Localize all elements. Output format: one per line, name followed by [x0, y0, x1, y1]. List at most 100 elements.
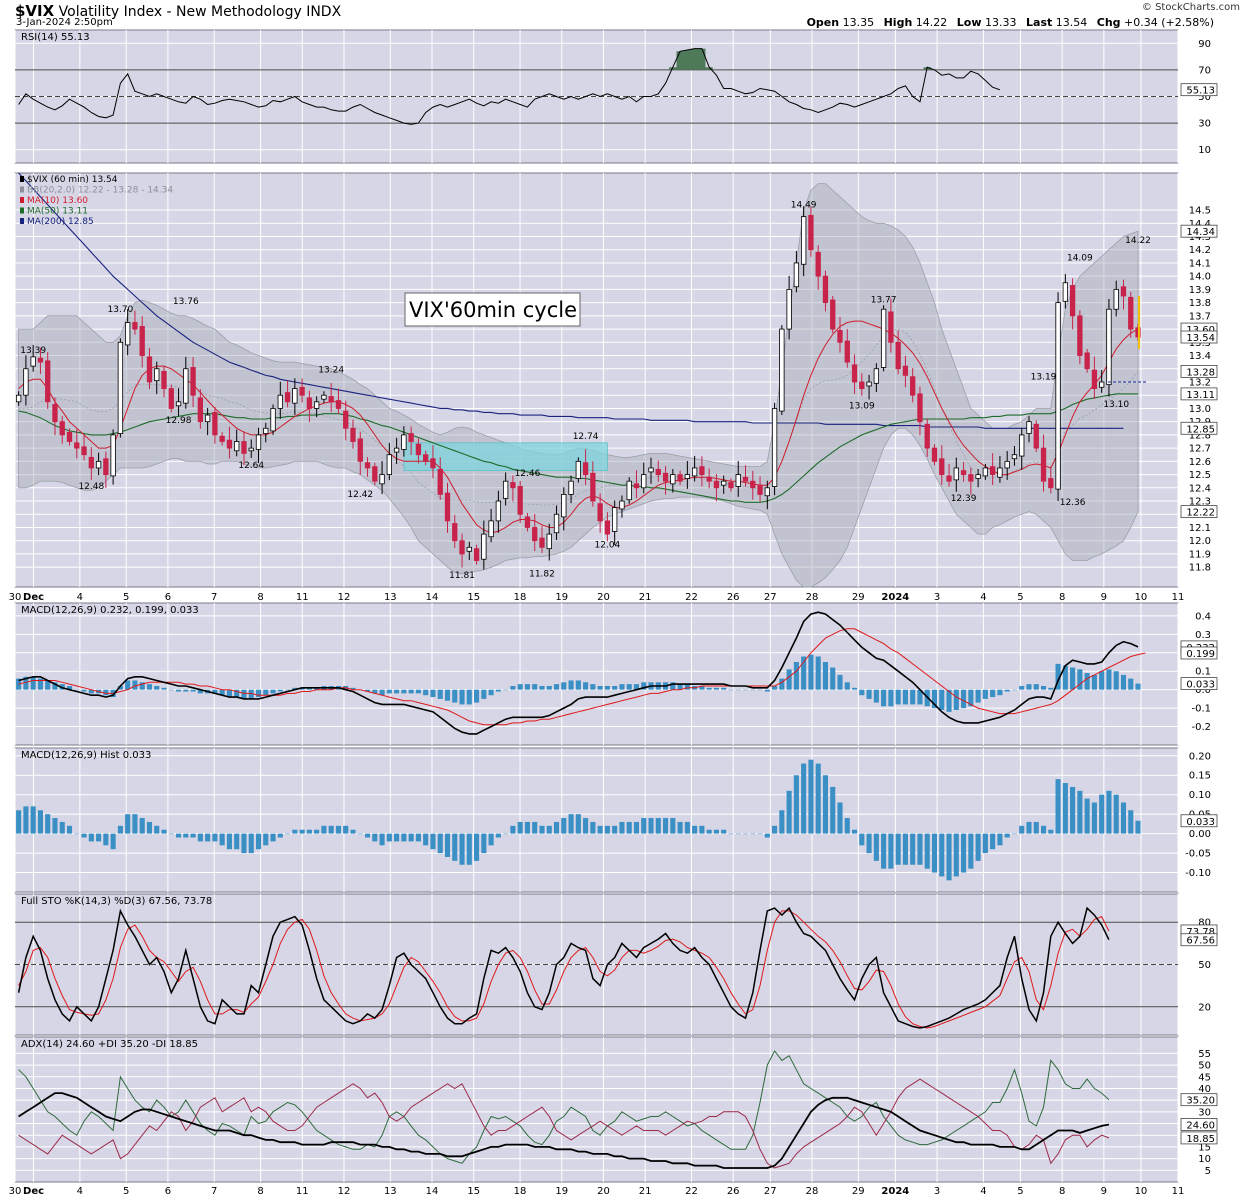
- macd-hist-bar: [953, 689, 959, 710]
- x-tick-label: 29: [852, 592, 865, 603]
- y-tick-label: 30: [1198, 119, 1211, 130]
- y-tick-label: 40: [1198, 1084, 1211, 1095]
- panel-title: ADX(14) 24.60 +DI 35.20 -DI 18.85: [21, 1039, 198, 1050]
- candle-down: [45, 360, 51, 403]
- legend-swatch: [20, 218, 24, 224]
- macd-hist-bar: [779, 678, 785, 690]
- x-tick-label: 15: [467, 1186, 480, 1197]
- x-tick-label: 29: [852, 1186, 865, 1197]
- panel-title: MACD(12,26,9) 0.232, 0.199, 0.033: [21, 605, 199, 616]
- hist-bar: [1040, 825, 1047, 834]
- candle-up: [466, 546, 472, 552]
- candle-up: [1106, 308, 1112, 386]
- legend-swatch: [20, 197, 24, 203]
- macd-hist-bar: [423, 689, 429, 696]
- y-tick-label: 0.00: [1189, 829, 1211, 840]
- macd-hist-bar: [37, 678, 43, 690]
- candle-down: [1033, 423, 1039, 449]
- candle-down: [822, 275, 829, 304]
- candle-down: [1040, 447, 1047, 482]
- candle-down: [604, 520, 611, 535]
- macd-hist-bar: [452, 689, 458, 703]
- x-tick-label: 18: [514, 592, 527, 603]
- candle-up: [386, 454, 392, 475]
- hist-bar: [808, 759, 814, 834]
- y-tick-label: -0.05: [1185, 849, 1211, 860]
- macd-hist-bar: [1055, 663, 1061, 690]
- hist-bar: [713, 829, 719, 834]
- hist-bar: [306, 829, 312, 834]
- macd-hist-bar: [437, 689, 443, 699]
- macd-hist-bar: [742, 689, 749, 691]
- candle-down: [364, 462, 371, 469]
- hist-bar: [648, 818, 654, 834]
- x-tick-label: 8: [257, 1186, 263, 1197]
- legend-swatch: [20, 176, 24, 182]
- hist-bar: [103, 833, 109, 846]
- hist-bar: [30, 806, 36, 834]
- x-tick-label: 8: [257, 592, 263, 603]
- candle-down: [37, 357, 44, 363]
- hist-bar: [895, 833, 901, 865]
- y-tick-label: 30: [1198, 1107, 1211, 1118]
- macd-hist-bar: [459, 689, 465, 705]
- hist-bar: [793, 775, 799, 834]
- macd-hist-bar: [364, 689, 371, 692]
- macd-hist-bar: [575, 680, 581, 690]
- symbol-name: Volatility Index - New Methodology: [58, 4, 302, 20]
- hist-bar: [154, 825, 160, 834]
- y-tick-label: 0.10: [1189, 790, 1211, 801]
- macd-hist-bar: [1048, 687, 1054, 690]
- candle-down: [706, 476, 712, 482]
- hist-bar: [1026, 821, 1032, 834]
- sto-d-line: [18, 910, 1110, 1029]
- y-tick-label: 13.4: [1189, 351, 1211, 362]
- candle-down: [655, 468, 661, 475]
- peak-label: 12.48: [78, 482, 104, 492]
- y-tick-label: 80: [1198, 918, 1211, 929]
- x-tick-label: 13: [384, 592, 397, 603]
- adx-panel: 51015202530354045505535.2024.6018.85ADX(…: [9, 1036, 1218, 1197]
- hist-bar: [52, 818, 58, 834]
- candle-up: [771, 408, 778, 487]
- macd-right-label-box: [1180, 646, 1218, 660]
- macd-hist-bar: [1099, 671, 1105, 690]
- candle-down: [52, 404, 58, 423]
- x-tick-label: 27: [764, 1186, 777, 1197]
- macd-right-label-box: [1180, 677, 1218, 690]
- hist-bar: [779, 810, 785, 834]
- chg-label: Chg: [1096, 16, 1121, 29]
- x-tick-label: 19: [555, 592, 568, 603]
- hist-bar: [1070, 786, 1076, 834]
- hist-bar: [539, 825, 545, 834]
- macd-hist-bar: [481, 689, 487, 699]
- x-tick-label: 14: [426, 1186, 439, 1197]
- macd-hist-bar: [183, 689, 189, 692]
- hist-bar: [488, 833, 494, 846]
- x-tick-label: 3: [934, 592, 940, 603]
- x-tick-label: 9: [1101, 592, 1107, 603]
- hist-bar: [910, 833, 916, 865]
- macd-hist-bar: [1033, 684, 1039, 690]
- macd-hist-bar: [561, 682, 567, 690]
- rsi-panel: 10 30 50 70 90 55.13 RSI(14) 55.13: [14, 29, 1218, 164]
- legend-entry: MA(10) 13.60: [27, 196, 88, 206]
- candle-down: [750, 480, 756, 489]
- y-tick-label: 0.1: [1195, 667, 1211, 678]
- rsi-last-label: 55.13: [1186, 86, 1215, 97]
- hist-bar: [1077, 790, 1083, 834]
- candle-down: [677, 474, 683, 482]
- hist-bar: [851, 829, 858, 834]
- y-tick-label: 14.0: [1189, 272, 1211, 283]
- candle-up: [95, 460, 102, 469]
- candle-down: [1048, 478, 1054, 489]
- macd-hist-bar: [190, 689, 196, 692]
- hist-right-label: 0.033: [1186, 817, 1215, 828]
- legend-swatch: [20, 207, 24, 214]
- candle-up: [23, 368, 29, 396]
- macd-hist-bar: [626, 684, 632, 690]
- candle-down: [1077, 315, 1083, 356]
- macd-hist-bar: [633, 684, 640, 690]
- price-right-label: 14.34: [1186, 227, 1215, 238]
- macd-hist-bar: [466, 689, 472, 705]
